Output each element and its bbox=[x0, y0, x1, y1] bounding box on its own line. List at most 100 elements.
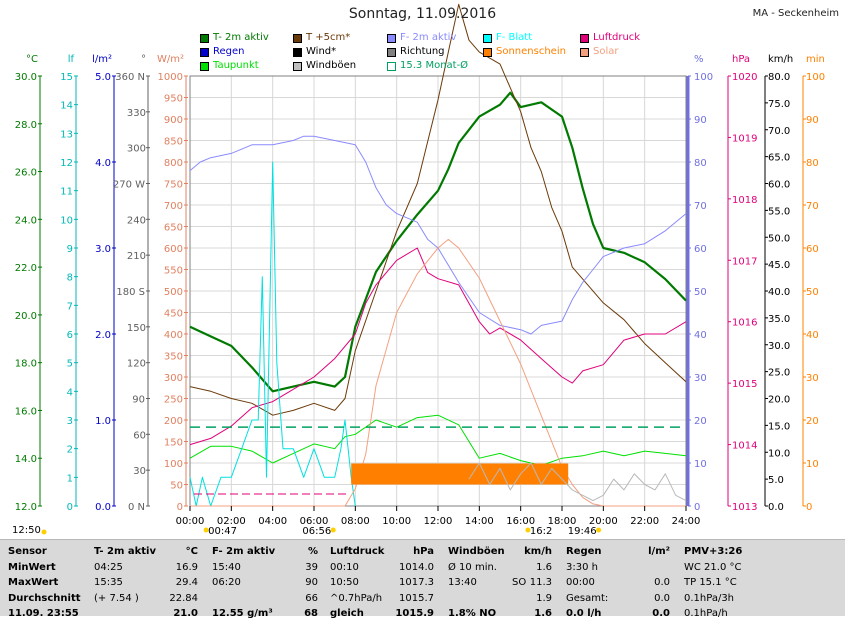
legend-label: Luftdruck bbox=[593, 32, 641, 43]
axis-label-speed: 50.0 bbox=[768, 233, 790, 244]
stats-hum-min-time: 15:40 bbox=[212, 561, 241, 573]
axis-label-speed: 40.0 bbox=[768, 287, 790, 298]
stats-pmv-title: PMV+3:26 bbox=[684, 546, 743, 557]
series-windb-en bbox=[468, 462, 687, 502]
legend-swatch bbox=[483, 34, 492, 43]
legend-swatch bbox=[200, 34, 209, 43]
axis-label-solar: 250 bbox=[164, 395, 183, 406]
x-tick-label: 00:00 bbox=[176, 516, 205, 527]
axis-unit-hum: % bbox=[694, 54, 704, 65]
axis-label-rain: 4.0 bbox=[95, 158, 111, 169]
stats-rain-max-time: 00:00 bbox=[566, 577, 595, 588]
stats-wind-avg-val: 1.9 bbox=[536, 592, 552, 604]
axis-label-speed: 25.0 bbox=[768, 368, 790, 379]
stats-rain-last-val: 0.0 bbox=[652, 608, 670, 619]
axis-label-solar: 1000 bbox=[158, 72, 183, 83]
axis-unit-leaf: lf bbox=[68, 54, 75, 65]
statistics-panel: Sensor MinWert MaxWert Durchschnitt 11.0… bbox=[0, 539, 845, 619]
sun-marker-label: 00:47 bbox=[208, 526, 237, 537]
axis-label-speed: 55.0 bbox=[768, 206, 790, 217]
axis-label-speed: 20.0 bbox=[768, 395, 790, 406]
stats-hum-title: F- 2m aktiv bbox=[212, 546, 276, 557]
x-tick-label: 12:00 bbox=[424, 516, 453, 527]
stats-temp-last-val: 21.0 bbox=[173, 608, 198, 619]
axis-label-solar: 400 bbox=[164, 330, 183, 341]
stats-pmv-line1: WC 21.0 °C bbox=[684, 561, 742, 573]
chart-axes: 12.014.016.018.020.022.024.026.028.030.0… bbox=[15, 54, 825, 537]
axis-label-min: 30 bbox=[806, 373, 819, 384]
stats-press-title: Luftdruck bbox=[330, 546, 385, 557]
axis-label-temp: 12.0 bbox=[15, 502, 37, 513]
stats-pmv-line2: TP 15.1 °C bbox=[684, 577, 737, 588]
axis-label-solar: 150 bbox=[164, 438, 183, 449]
axis-label-speed: 65.0 bbox=[768, 153, 790, 164]
axis-label-temp: 26.0 bbox=[15, 168, 37, 179]
stats-pmv-column: PMV+3:26 WC 21.0 °C TP 15.1 °C 0.1hPa/3h… bbox=[684, 544, 834, 622]
axis-label-hum: 0 bbox=[694, 502, 700, 513]
axis-label-temp: 14.0 bbox=[15, 454, 37, 465]
chart-title: Sonntag, 11.09.2016 bbox=[348, 6, 497, 22]
axis-label-temp: 28.0 bbox=[15, 120, 37, 131]
axis-label-solar: 600 bbox=[164, 244, 183, 255]
axis-label-leaf: 1 bbox=[67, 473, 73, 484]
axis-label-rain: 0.0 bbox=[95, 502, 111, 513]
axis-label-hum: 10 bbox=[694, 459, 707, 470]
legend-label: T +5cm* bbox=[306, 32, 351, 43]
station-name: MA - Seckenheim bbox=[752, 8, 839, 19]
axis-label-rain: 1.0 bbox=[95, 416, 111, 427]
legend-label: 15.3 Monat-Ø bbox=[400, 60, 469, 71]
axis-label-dir-minor: 120 bbox=[127, 359, 146, 370]
stats-label-last: 11.09. 23:55 bbox=[8, 608, 79, 619]
axis-label-dir: 90 bbox=[132, 395, 145, 406]
axis-unit-dir: ° bbox=[141, 54, 146, 65]
axis-label-temp: 30.0 bbox=[15, 72, 37, 83]
stats-press-min-val: 1014.0 bbox=[399, 561, 434, 573]
axis-label-speed: 35.0 bbox=[768, 314, 790, 325]
legend-swatch bbox=[483, 48, 492, 57]
axis-label-rain: 5.0 bbox=[95, 72, 111, 83]
stats-rain-unit: l/m² bbox=[648, 546, 670, 557]
axis-label-solar: 800 bbox=[164, 158, 183, 169]
axis-label-leaf: 6 bbox=[67, 330, 73, 341]
axis-label-solar: 650 bbox=[164, 223, 183, 234]
axis-label-min: 60 bbox=[806, 244, 819, 255]
axis-label-leaf: 12 bbox=[60, 158, 73, 169]
series-f-blatt bbox=[189, 161, 356, 507]
legend-label: F- 2m aktiv bbox=[400, 32, 457, 43]
axis-label-dir: 360 N bbox=[115, 72, 145, 83]
axis-label-solar: 550 bbox=[164, 266, 183, 277]
stats-hum-max-time: 06:20 bbox=[212, 577, 241, 588]
axis-label-leaf: 14 bbox=[60, 101, 73, 112]
stats-temp-max-val: 29.4 bbox=[175, 577, 198, 588]
axis-label-press: 1020 bbox=[732, 72, 757, 83]
axis-label-leaf: 13 bbox=[60, 129, 73, 140]
axis-label-speed: 0.0 bbox=[768, 502, 784, 513]
stats-hum-max-val: 90 bbox=[305, 577, 318, 588]
axis-label-solar: 850 bbox=[164, 137, 183, 148]
stats-press-max-time: 10:50 bbox=[330, 577, 359, 588]
axis-label-speed: 5.0 bbox=[768, 475, 784, 486]
legend-label: Sonnenschein bbox=[496, 46, 566, 57]
axis-label-min: 10 bbox=[806, 459, 819, 470]
axis-label-hum: 90 bbox=[694, 115, 707, 126]
stats-temp-unit: °C bbox=[185, 546, 198, 557]
x-tick-label: 14:00 bbox=[465, 516, 494, 527]
axis-label-solar: 500 bbox=[164, 287, 183, 298]
axis-label-speed: 15.0 bbox=[768, 421, 790, 432]
x-tick-label: 08:00 bbox=[341, 516, 370, 527]
legend-swatch bbox=[200, 48, 209, 57]
axis-unit-rain: l/m² bbox=[92, 54, 112, 65]
axis-label-dir-minor: 330 bbox=[127, 108, 146, 119]
stats-wind-min-val: 1.6 bbox=[536, 561, 552, 573]
legend-swatch bbox=[293, 62, 302, 71]
stats-temp-min-time: 04:25 bbox=[94, 561, 123, 573]
stats-press-last-note: gleich bbox=[330, 608, 364, 619]
stats-label-avg: Durchschnitt bbox=[8, 592, 81, 604]
stats-wind-unit: km/h bbox=[524, 546, 552, 557]
axis-label-rain: 3.0 bbox=[95, 244, 111, 255]
stats-press-min-time: 00:10 bbox=[330, 561, 359, 573]
x-tick-label: 20:00 bbox=[589, 516, 618, 527]
series-t-2m-aktiv bbox=[189, 91, 687, 393]
axis-label-leaf: 11 bbox=[60, 187, 73, 198]
axis-unit-min: min bbox=[806, 54, 825, 65]
